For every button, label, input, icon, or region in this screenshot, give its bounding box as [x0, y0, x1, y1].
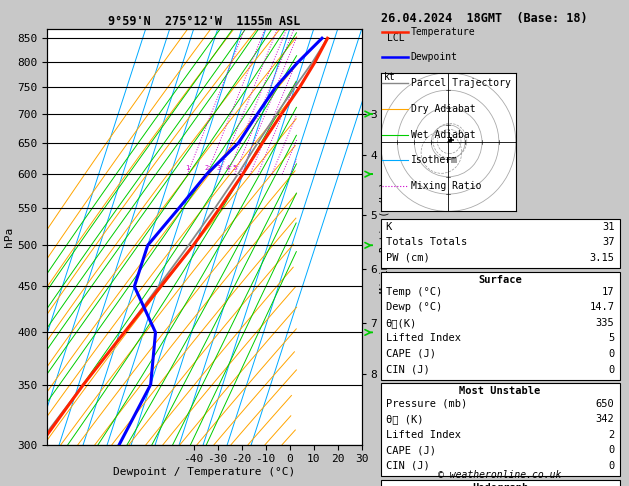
- Text: LCL: LCL: [387, 33, 404, 43]
- Text: kt: kt: [384, 72, 396, 82]
- Text: Mixing Ratio: Mixing Ratio: [411, 181, 481, 191]
- Text: Most Unstable: Most Unstable: [459, 386, 541, 397]
- Text: θᴇ (K): θᴇ (K): [386, 414, 423, 424]
- Text: Surface: Surface: [478, 275, 522, 285]
- Text: 2: 2: [608, 430, 615, 440]
- Text: 3.15: 3.15: [589, 253, 615, 263]
- Text: 0: 0: [608, 364, 615, 375]
- Text: 4: 4: [226, 165, 230, 171]
- Text: 0: 0: [608, 461, 615, 471]
- Text: Lifted Index: Lifted Index: [386, 333, 460, 344]
- Text: K: K: [386, 222, 392, 232]
- Text: Isotherm: Isotherm: [411, 156, 458, 165]
- Text: © weatheronline.co.uk: © weatheronline.co.uk: [438, 469, 562, 480]
- Text: 2: 2: [204, 165, 209, 171]
- Text: CIN (J): CIN (J): [386, 364, 430, 375]
- Text: 3: 3: [217, 165, 221, 171]
- Text: 342: 342: [596, 414, 615, 424]
- Text: Dry Adiabat: Dry Adiabat: [411, 104, 476, 114]
- Text: km
ASL: km ASL: [401, 457, 420, 479]
- Text: Temperature: Temperature: [411, 27, 476, 36]
- Text: Pressure (mb): Pressure (mb): [386, 399, 467, 409]
- Y-axis label: hPa: hPa: [4, 227, 14, 247]
- Text: 0: 0: [608, 349, 615, 359]
- Text: Hodograph: Hodograph: [472, 483, 528, 486]
- Text: 5: 5: [608, 333, 615, 344]
- Text: CAPE (J): CAPE (J): [386, 349, 435, 359]
- Text: CAPE (J): CAPE (J): [386, 445, 435, 455]
- Text: 5: 5: [233, 165, 237, 171]
- Text: Dewp (°C): Dewp (°C): [386, 302, 442, 312]
- Text: 31: 31: [602, 222, 615, 232]
- Text: Parcel Trajectory: Parcel Trajectory: [411, 78, 511, 88]
- Text: Dewpoint: Dewpoint: [411, 52, 458, 62]
- Text: 335: 335: [596, 318, 615, 328]
- Text: Wet Adiabat: Wet Adiabat: [411, 130, 476, 139]
- Text: CIN (J): CIN (J): [386, 461, 430, 471]
- Title: 9°59'N  275°12'W  1155m ASL: 9°59'N 275°12'W 1155m ASL: [108, 15, 301, 28]
- Text: Temp (°C): Temp (°C): [386, 287, 442, 297]
- X-axis label: Dewpoint / Temperature (°C): Dewpoint / Temperature (°C): [113, 467, 296, 477]
- Y-axis label: Mixing Ratio (g/kg): Mixing Ratio (g/kg): [381, 181, 390, 293]
- Text: 37: 37: [602, 237, 615, 247]
- Text: 0: 0: [608, 445, 615, 455]
- Text: 1: 1: [186, 165, 189, 171]
- Text: PW (cm): PW (cm): [386, 253, 430, 263]
- Text: 14.7: 14.7: [589, 302, 615, 312]
- Text: 650: 650: [596, 399, 615, 409]
- Text: θᴇ(K): θᴇ(K): [386, 318, 417, 328]
- Text: Totals Totals: Totals Totals: [386, 237, 467, 247]
- Text: 26.04.2024  18GMT  (Base: 18): 26.04.2024 18GMT (Base: 18): [381, 12, 587, 25]
- Text: 17: 17: [602, 287, 615, 297]
- Text: Lifted Index: Lifted Index: [386, 430, 460, 440]
